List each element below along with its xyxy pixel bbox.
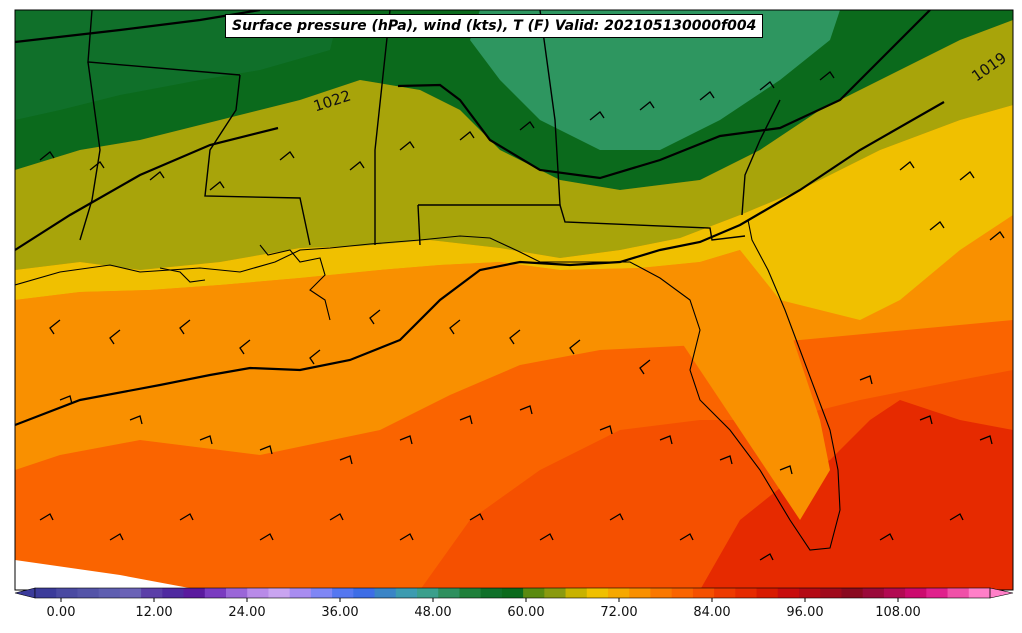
colorbar-segment xyxy=(119,588,142,598)
colorbar-segment xyxy=(162,588,185,598)
colorbar-segment xyxy=(395,588,418,598)
colorbar-segment xyxy=(756,588,779,598)
colorbar-segment xyxy=(417,588,439,598)
colorbar-segment xyxy=(141,588,163,598)
colorbar-segment xyxy=(501,588,524,598)
colorbar-segment xyxy=(926,588,949,598)
colorbar-segment xyxy=(459,588,482,598)
colorbar-segment xyxy=(353,588,376,598)
colorbar-tick-label: 60.00 xyxy=(507,605,545,620)
colorbar-tick-label: 24.00 xyxy=(228,605,266,620)
colorbar-segment xyxy=(310,588,333,598)
colorbar-tick-label: 72.00 xyxy=(600,605,638,620)
colorbar-segment xyxy=(883,588,906,598)
map-title: Surface pressure (hPa), wind (kts), T (F… xyxy=(225,14,764,38)
colorbar-segment xyxy=(226,588,248,598)
colorbar-segment xyxy=(247,588,269,598)
colorbar-tick-label: 96.00 xyxy=(786,605,824,620)
colorbar-segment xyxy=(650,588,673,598)
colorbar-segment xyxy=(820,588,842,598)
colorbar-segment xyxy=(608,588,630,598)
colorbar-segment xyxy=(56,588,78,598)
colorbar-tick-label: 84.00 xyxy=(693,605,731,620)
colorbar-segment xyxy=(289,588,312,598)
colorbar-segment xyxy=(714,588,736,598)
colorbar-segment xyxy=(438,588,460,598)
colorbar-segment xyxy=(586,588,609,598)
colorbar-segment xyxy=(183,588,206,598)
colorbar-segment xyxy=(204,588,227,598)
colorbar-segment xyxy=(98,588,121,598)
colorbar-tick-label: 48.00 xyxy=(414,605,452,620)
colorbar xyxy=(14,587,1014,602)
colorbar-segment xyxy=(671,588,694,598)
temperature-fill xyxy=(15,10,1013,590)
colorbar-segment xyxy=(480,588,503,598)
colorbar-segment xyxy=(735,588,758,598)
colorbar-segment xyxy=(841,588,864,598)
colorbar-tick-label: 12.00 xyxy=(135,605,173,620)
colorbar-segment xyxy=(268,588,291,598)
colorbar-tick-label: 108.00 xyxy=(875,605,921,620)
colorbar-segment xyxy=(523,588,545,598)
colorbar-segment xyxy=(692,588,715,598)
colorbar-segment xyxy=(544,588,567,598)
colorbar-tick-label: 36.00 xyxy=(321,605,359,620)
colorbar-tick-label: 0.00 xyxy=(46,605,76,620)
colorbar-segment xyxy=(947,588,970,598)
colorbar-segment xyxy=(905,588,927,598)
colorbar-segment xyxy=(332,588,354,598)
colorbar-segment xyxy=(799,588,821,598)
colorbar-segment xyxy=(374,588,397,598)
colorbar-segment xyxy=(777,588,800,598)
colorbar-segment xyxy=(629,588,651,598)
colorbar-segment xyxy=(968,588,991,598)
colorbar-segment xyxy=(565,588,588,598)
colorbar-segment xyxy=(77,588,100,598)
colorbar-segment xyxy=(35,588,57,598)
colorbar-segment xyxy=(862,588,885,598)
